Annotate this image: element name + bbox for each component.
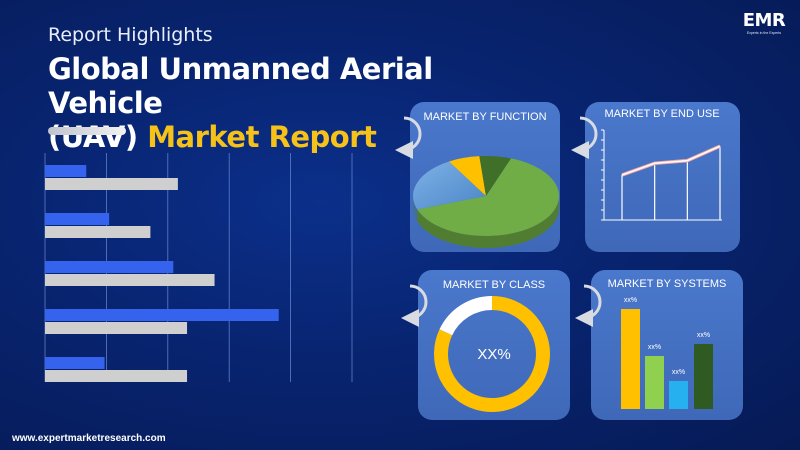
- bar-data-label: xx%: [697, 332, 710, 339]
- bar: [45, 357, 105, 369]
- cycle-arrow-icon: [571, 116, 598, 159]
- title-line-1: Global Unmanned Aerial Vehicle: [48, 52, 433, 120]
- footer-url[interactable]: www.expertmarketresearch.com: [12, 433, 166, 444]
- pie-slice: [479, 156, 511, 196]
- decorative-pill: [48, 127, 126, 135]
- title-line-2-highlight: Market Report: [147, 120, 377, 154]
- logo-tagline: Experts in the Experts: [746, 31, 782, 35]
- bar: [45, 309, 279, 321]
- panel-market-by-end-use: [585, 102, 740, 252]
- emr-logo: EMR Experts in the Experts: [740, 10, 788, 35]
- bar: [45, 178, 178, 190]
- pie-slice: [417, 158, 559, 236]
- bar: [45, 165, 87, 177]
- bar: [45, 370, 188, 382]
- donut-center-label: XX%: [477, 346, 510, 363]
- logo-brand: EMR: [742, 10, 786, 31]
- report-title: Global Unmanned Aerial Vehicle (UAV) Mar…: [48, 52, 508, 154]
- systems-panel-title: MARKET BY SYSTEMS: [608, 278, 727, 290]
- bar: [45, 213, 110, 225]
- pie-slice: [412, 161, 486, 210]
- systems-bar: [621, 309, 640, 409]
- end-use-panel-title: MARKET BY END USE: [604, 108, 719, 120]
- end-use-line-chart: [601, 129, 722, 221]
- bar: [45, 322, 188, 334]
- series-line: [621, 145, 721, 176]
- systems-bar: [669, 381, 688, 409]
- pie-slice-side: [413, 196, 418, 222]
- bar: [45, 226, 151, 238]
- function-pie-chart: [412, 156, 559, 248]
- panel-market-by-systems: [591, 270, 743, 420]
- bar-data-label: xx%: [672, 369, 685, 376]
- donut-segment: [434, 296, 550, 412]
- cycle-arrow-icon: [395, 116, 422, 159]
- bar-chart-bars: [45, 165, 279, 382]
- cycle-arrow-icon: [401, 284, 428, 327]
- pie-slice-side: [417, 196, 559, 248]
- bar-data-label: xx%: [648, 344, 661, 351]
- bar: [45, 261, 174, 273]
- class-donut-chart: [434, 296, 550, 412]
- cycle-arrow-icon: [575, 284, 602, 327]
- pie-slice: [449, 156, 486, 196]
- function-panel-title: MARKET BY FUNCTION: [423, 111, 546, 123]
- title-line-2-prefix: (UAV): [48, 120, 148, 154]
- systems-bar: [645, 356, 664, 409]
- bar-data-label: xx%: [624, 297, 637, 304]
- donut-segment: [439, 296, 493, 336]
- class-panel-title: MARKET BY CLASS: [443, 279, 545, 291]
- systems-bar-chart: xx% xx% xx% xx%: [621, 297, 713, 409]
- systems-bar: [694, 344, 713, 409]
- bar: [45, 274, 215, 286]
- report-highlights-subtitle: Report Highlights: [48, 24, 213, 46]
